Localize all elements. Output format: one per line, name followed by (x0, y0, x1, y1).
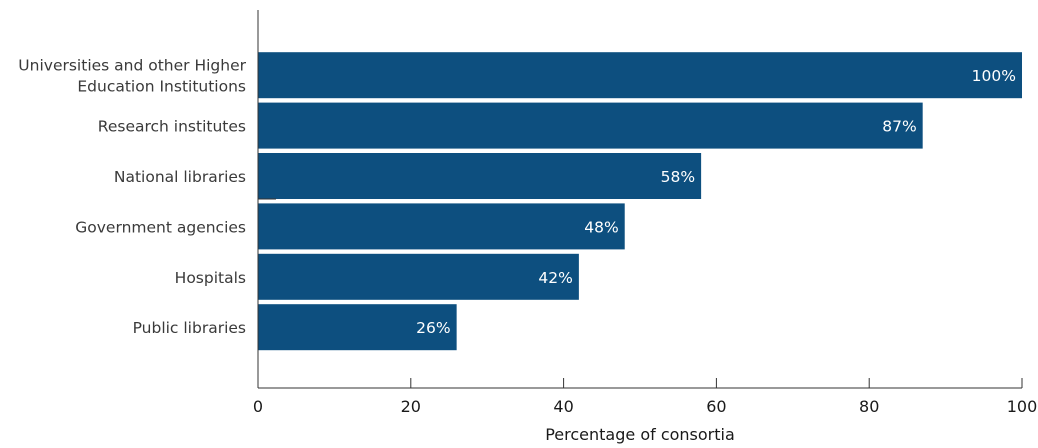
x-tick-label-2: 40 (553, 397, 573, 416)
value-label-2: 58% (661, 168, 695, 186)
category-label-0-0: Universities and other Higher (18, 57, 246, 75)
x-tick-label-1: 20 (401, 397, 421, 416)
category-label-4-0: Hospitals (175, 269, 246, 287)
value-label-0: 100% (972, 67, 1016, 85)
bar-5 (258, 304, 457, 351)
x-tick-label-4: 80 (859, 397, 879, 416)
bar-4 (258, 253, 579, 300)
category-label-1-0: Research institutes (98, 118, 246, 136)
bar-0 (258, 52, 1022, 99)
category-labels: Universities and other Higher Education I… (18, 57, 246, 338)
value-label-3: 48% (584, 218, 618, 236)
value-label-5: 26% (416, 319, 450, 337)
category-label-2-0: National libraries (114, 168, 246, 186)
value-label-4: 42% (538, 269, 572, 287)
category-label-5-0: Public libraries (133, 319, 246, 337)
category-label-0-1: Education Institutions (77, 78, 246, 96)
bar-2 (258, 153, 702, 199)
x-tick-label-0: 0 (253, 397, 263, 416)
category-label-3-0: Government agencies (75, 218, 246, 236)
value-label-1: 87% (882, 118, 916, 136)
value-labels: 100% 87% 58% 48% 42% 26% (416, 67, 1016, 337)
x-tick-label-3: 60 (706, 397, 726, 416)
x-tick-label-5: 100 (1007, 397, 1038, 416)
x-ticks: 0 20 40 60 80 100 (253, 378, 1037, 416)
bars-group (258, 52, 1022, 351)
x-axis-title: Percentage of consortia (545, 425, 735, 444)
bar-1 (258, 102, 923, 149)
bar-3 (258, 203, 625, 250)
